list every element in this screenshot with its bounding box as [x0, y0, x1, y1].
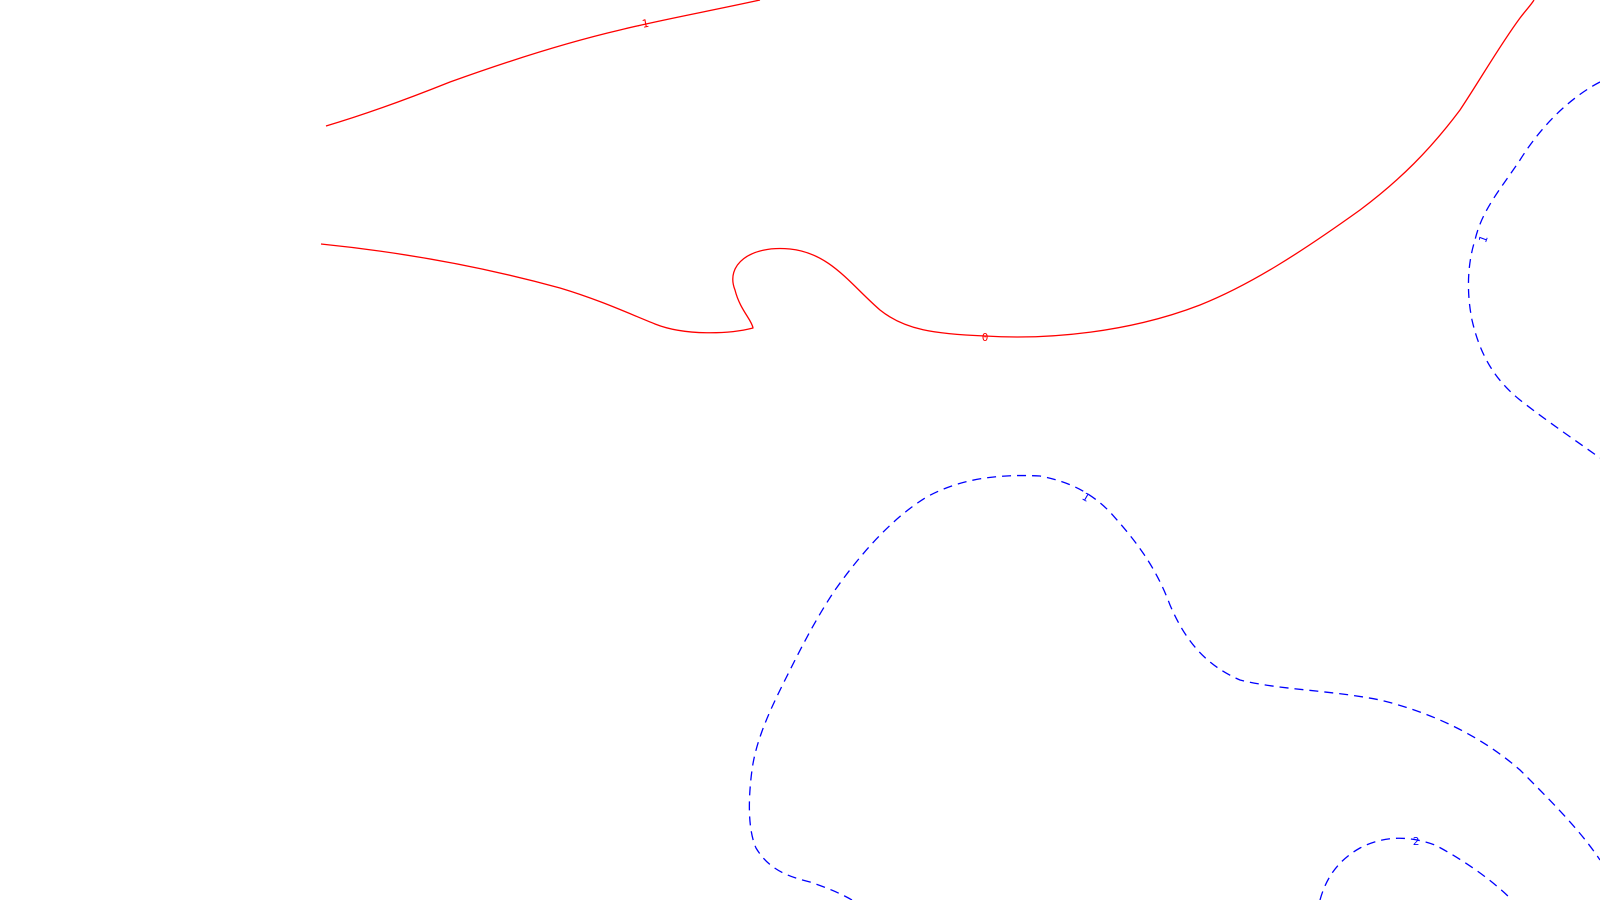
contour-label-2: 2 — [1413, 835, 1420, 848]
contour-labels: -1 0 1 1 2 — [634, 17, 1490, 848]
contour-line-level-2 — [1319, 837, 1513, 900]
contour-label-minus-1: -1 — [634, 17, 649, 32]
contour-lines — [320, 0, 1600, 900]
contour-label-0: 0 — [982, 331, 989, 344]
contour-line-level-1-center — [748, 474, 1600, 900]
contour-label-1-center: 1 — [1080, 490, 1092, 505]
contour-line-level-0 — [320, 0, 1535, 338]
contour-line-level-minus-1 — [325, 0, 761, 127]
contour-label-1-right: 1 — [1476, 234, 1490, 245]
contour-line-level-1-right — [1467, 81, 1600, 459]
